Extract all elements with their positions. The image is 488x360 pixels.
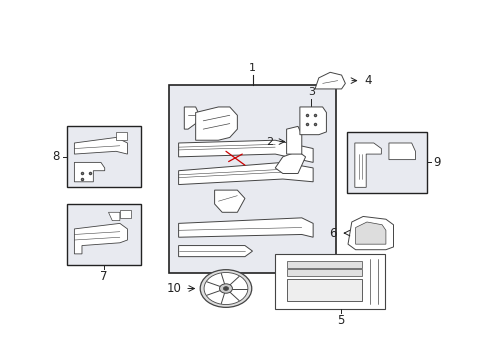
Text: 6: 6	[328, 226, 336, 240]
Polygon shape	[388, 143, 415, 159]
Polygon shape	[355, 222, 385, 244]
Circle shape	[200, 270, 251, 307]
Circle shape	[223, 287, 228, 291]
Circle shape	[203, 273, 247, 305]
Polygon shape	[354, 143, 381, 187]
Polygon shape	[116, 132, 127, 140]
Text: 10: 10	[167, 282, 182, 295]
Text: 7: 7	[100, 270, 107, 283]
Polygon shape	[195, 107, 237, 140]
Polygon shape	[314, 72, 345, 89]
Polygon shape	[286, 126, 301, 154]
Polygon shape	[214, 190, 244, 212]
Bar	[169, 85, 335, 273]
Polygon shape	[184, 107, 199, 129]
Polygon shape	[178, 246, 252, 257]
Bar	[67, 204, 141, 265]
Text: 1: 1	[248, 63, 256, 73]
Circle shape	[219, 284, 232, 293]
Polygon shape	[299, 107, 326, 135]
Bar	[286, 261, 362, 268]
Polygon shape	[275, 151, 305, 174]
Text: 8: 8	[53, 150, 60, 163]
Polygon shape	[347, 216, 393, 250]
Polygon shape	[178, 140, 312, 162]
Bar	[286, 269, 362, 276]
Bar	[275, 254, 385, 309]
Bar	[346, 132, 426, 193]
Polygon shape	[108, 212, 120, 221]
Bar	[67, 126, 141, 187]
Polygon shape	[120, 210, 131, 218]
Text: 3: 3	[307, 87, 314, 97]
Text: 4: 4	[364, 74, 371, 87]
Text: 5: 5	[337, 314, 344, 327]
Text: 2: 2	[265, 136, 273, 147]
Text: 9: 9	[433, 156, 440, 169]
Polygon shape	[74, 138, 127, 154]
Bar	[286, 279, 362, 301]
Polygon shape	[74, 162, 104, 182]
Polygon shape	[178, 162, 312, 185]
Polygon shape	[178, 218, 312, 237]
Polygon shape	[74, 223, 127, 254]
